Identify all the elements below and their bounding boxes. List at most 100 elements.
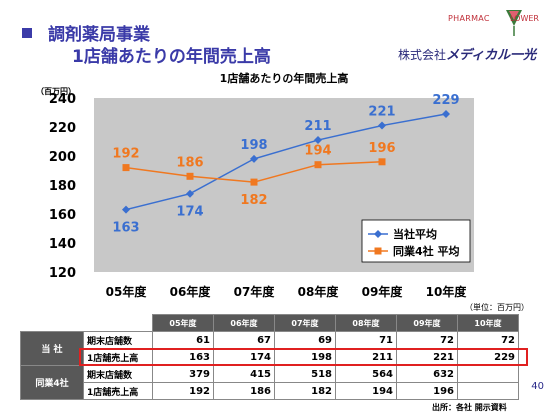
data-point	[186, 172, 194, 180]
logo-text-right: LOWER	[510, 14, 539, 23]
table-cell: 186	[213, 382, 275, 400]
table-cell	[457, 382, 519, 400]
table-header-row: 05年度 06年度 07年度 08年度 09年度 10年度	[20, 314, 519, 332]
page-number: 40	[531, 381, 544, 392]
y-tick-label: 120	[49, 266, 76, 281]
chart-title: 1店舗あたりの年間売上高	[220, 71, 349, 85]
table-cell: 415	[213, 365, 275, 383]
x-tick-label: 10年度	[426, 284, 468, 299]
x-tick-label: 09年度	[362, 284, 404, 299]
legend-label: 当社平均	[393, 227, 437, 241]
data-label: 186	[176, 155, 203, 170]
data-point	[250, 154, 258, 163]
data-point	[122, 164, 130, 172]
company-name: 株式会社メディカル一光	[398, 44, 536, 63]
x-tick-label: 06年度	[170, 284, 212, 299]
company-prefix: 株式会社	[398, 48, 447, 62]
column-header: 05年度	[152, 314, 214, 332]
legend-label: 同業4社 平均	[393, 244, 459, 258]
legend-marker	[374, 247, 382, 255]
table-cell: 182	[274, 382, 336, 400]
table-cell: 518	[274, 365, 336, 383]
sales-chart: 1店舗あたりの年間売上高 （百万円） 120 140 160 180 200 220 240 05…	[36, 71, 474, 299]
table-cell: 198	[274, 348, 336, 366]
page-title: 調剤薬局事業	[48, 25, 150, 45]
table-cell: 632	[396, 365, 458, 383]
data-label: 229	[432, 93, 459, 108]
table-row: 1店舗売上高 163 174 198 211 221 229	[21, 348, 519, 366]
legend-box	[361, 219, 471, 263]
table-cell: 72	[396, 331, 458, 349]
table-cell: 67	[213, 331, 275, 349]
y-tick-label: 240	[49, 92, 76, 107]
table-cell: 69	[274, 331, 336, 349]
table-cell: 61	[152, 331, 214, 349]
table-cell: 196	[396, 382, 458, 400]
table-row: 1店舗売上高 192 186 182 194 196	[21, 382, 519, 400]
data-label: 163	[112, 221, 139, 236]
source-note: 出所：各社 開示資料	[432, 403, 507, 412]
table-row: 当 社 期末店舗数 61 67 69 71 72 72	[20, 331, 519, 366]
y-tick-label: 160	[49, 208, 76, 223]
data-point	[378, 121, 386, 130]
y-tick-label: 220	[49, 121, 76, 136]
table-cell: 229	[457, 348, 519, 366]
table-corner	[83, 314, 153, 332]
column-header: 07年度	[274, 314, 336, 332]
y-tick-label: 180	[49, 179, 76, 194]
data-point	[122, 205, 130, 214]
column-header: 09年度	[396, 314, 458, 332]
column-header: 10年度	[457, 314, 519, 332]
table-cell: 174	[213, 348, 275, 366]
y-tick-label: 140	[49, 237, 76, 252]
y-axis-label: （百万円）	[36, 86, 76, 96]
data-label: 194	[304, 144, 331, 159]
data-label: 221	[368, 105, 395, 120]
table-row: 同業4社 期末店舗数 379 415 518 564 632	[20, 365, 519, 400]
legend-marker	[374, 230, 382, 238]
data-point	[186, 189, 194, 198]
table-unit: （単位：百万円）	[465, 303, 529, 312]
row-label: 期末店舗数	[83, 365, 153, 383]
y-tick-label: 200	[49, 150, 76, 165]
x-tick-label: 08年度	[298, 284, 340, 299]
table-cell: 163	[152, 348, 214, 366]
series-line-1	[125, 113, 447, 211]
data-label: 198	[240, 138, 267, 153]
x-tick-label: 05年度	[106, 284, 148, 299]
table-cell: 564	[335, 365, 397, 383]
data-point	[314, 136, 322, 145]
column-header: 08年度	[335, 314, 397, 332]
row-label: 期末店舗数	[83, 331, 153, 349]
logo-text-left: PHARMAC	[448, 14, 490, 23]
data-label: 192	[112, 147, 139, 162]
title-bullet	[22, 28, 32, 38]
group-label: 同業4社	[20, 365, 84, 400]
data-label: 174	[176, 205, 203, 220]
table-cell: 211	[335, 348, 397, 366]
company-brand: メディカル一光	[446, 48, 537, 63]
data-label: 211	[304, 119, 331, 134]
pharmacy-flower-logo	[506, 10, 522, 36]
sales-table: 05年度 06年度 07年度 08年度 09年度 10年度 当 社 期末店舗数 …	[20, 314, 519, 400]
table-cell: 192	[152, 382, 214, 400]
row-label: 1店舗売上高	[83, 348, 153, 366]
x-tick-label: 07年度	[234, 284, 276, 299]
table-corner	[20, 314, 84, 332]
group-label: 当 社	[20, 331, 84, 366]
row-label: 1店舗売上高	[83, 382, 153, 400]
table-cell	[457, 365, 519, 383]
table-cell: 221	[396, 348, 458, 366]
data-label: 196	[368, 141, 395, 156]
data-point	[314, 161, 322, 169]
column-header: 06年度	[213, 314, 275, 332]
page-subtitle: 1店舗あたりの年間売上高	[72, 47, 271, 67]
data-point	[378, 158, 386, 166]
data-label: 182	[240, 193, 267, 208]
table-cell: 71	[335, 331, 397, 349]
data-point	[250, 178, 258, 186]
data-point	[442, 109, 450, 118]
table-cell: 72	[457, 331, 519, 349]
table-cell: 194	[335, 382, 397, 400]
table-cell: 379	[152, 365, 214, 383]
